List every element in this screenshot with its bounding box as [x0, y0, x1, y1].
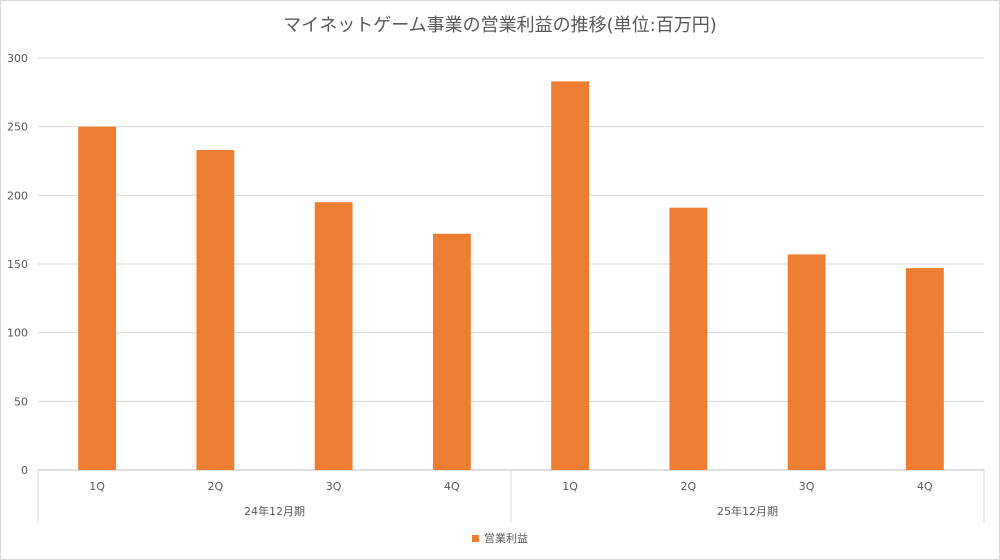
chart-title: マイネットゲーム事業の営業利益の推移(単位:百万円): [283, 15, 717, 36]
x-category-label: 2Q: [681, 480, 697, 493]
x-category-label: 2Q: [208, 480, 224, 493]
y-tick-label: 300: [7, 52, 28, 65]
x-category-label: 3Q: [799, 480, 815, 493]
x-group-label: 25年12月期: [717, 504, 778, 518]
x-category-label: 3Q: [326, 480, 342, 493]
bar: [78, 126, 117, 471]
x-group-label: 24年12月期: [244, 504, 305, 518]
gridlines: [38, 57, 984, 471]
x-category-label: 4Q: [444, 480, 460, 493]
x-category-label: 1Q: [89, 480, 105, 493]
x-category-label: 1Q: [562, 480, 578, 493]
bar: [551, 81, 590, 470]
bar: [432, 233, 471, 470]
bars: [78, 81, 944, 471]
bar: [196, 150, 235, 470]
legend-label: 営業利益: [484, 532, 528, 545]
bar: [314, 202, 353, 470]
legend-swatch: [472, 534, 479, 542]
x-category-label: 4Q: [917, 480, 933, 493]
bar: [669, 207, 708, 470]
y-tick-label: 0: [21, 464, 28, 477]
bar: [787, 254, 826, 470]
y-tick-label: 100: [7, 327, 28, 340]
y-tick-label: 50: [14, 395, 28, 408]
y-axis: 0 50 100 150 200 250 300: [7, 52, 28, 477]
x-axis: 1Q 2Q 3Q 4Q 24年12月期 1Q 2Q 3Q 4Q 25年12月期: [37, 470, 985, 522]
y-tick-label: 250: [7, 121, 28, 134]
legend: 営業利益: [0, 530, 1000, 546]
y-tick-label: 200: [7, 189, 28, 202]
y-tick-label: 150: [7, 258, 28, 271]
bar: [905, 268, 944, 470]
